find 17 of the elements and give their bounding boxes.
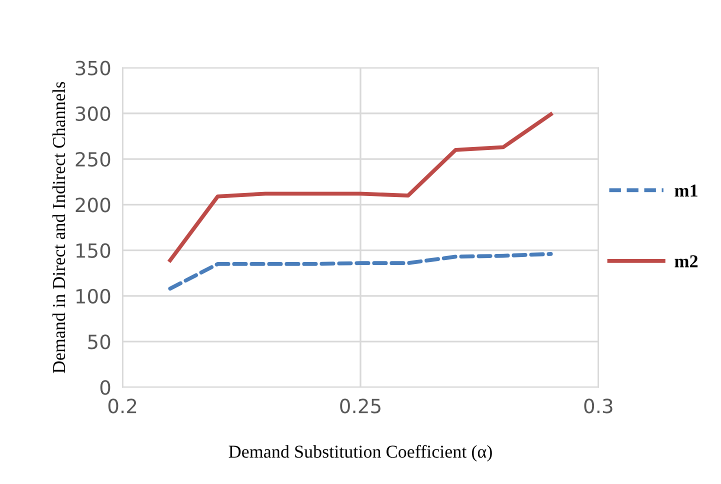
x-tick-label: 0.3 bbox=[584, 398, 612, 414]
line-series bbox=[168, 252, 553, 291]
x-axis-title: Demand Substitution Coefficient (α) bbox=[228, 444, 492, 462]
legend-label: m2 bbox=[674, 255, 698, 268]
legend-label: m1 bbox=[674, 184, 698, 197]
y-tick-label: 0 bbox=[100, 380, 110, 395]
x-tick-label: 0.25 bbox=[340, 398, 380, 414]
y-tick-label: 100 bbox=[76, 288, 110, 304]
y-tick-label: 250 bbox=[76, 152, 110, 167]
y-axis-title: Demand in Direct and Indirect Channels bbox=[52, 82, 66, 374]
x-tick-label: 0.2 bbox=[108, 398, 136, 414]
line-series bbox=[168, 112, 553, 262]
y-tick-label: 300 bbox=[76, 106, 110, 122]
y-tick-label: 200 bbox=[76, 198, 110, 212]
y-tick-label: 50 bbox=[88, 334, 110, 350]
y-tick-label: 150 bbox=[76, 243, 110, 258]
y-tick-label: 350 bbox=[76, 60, 110, 76]
